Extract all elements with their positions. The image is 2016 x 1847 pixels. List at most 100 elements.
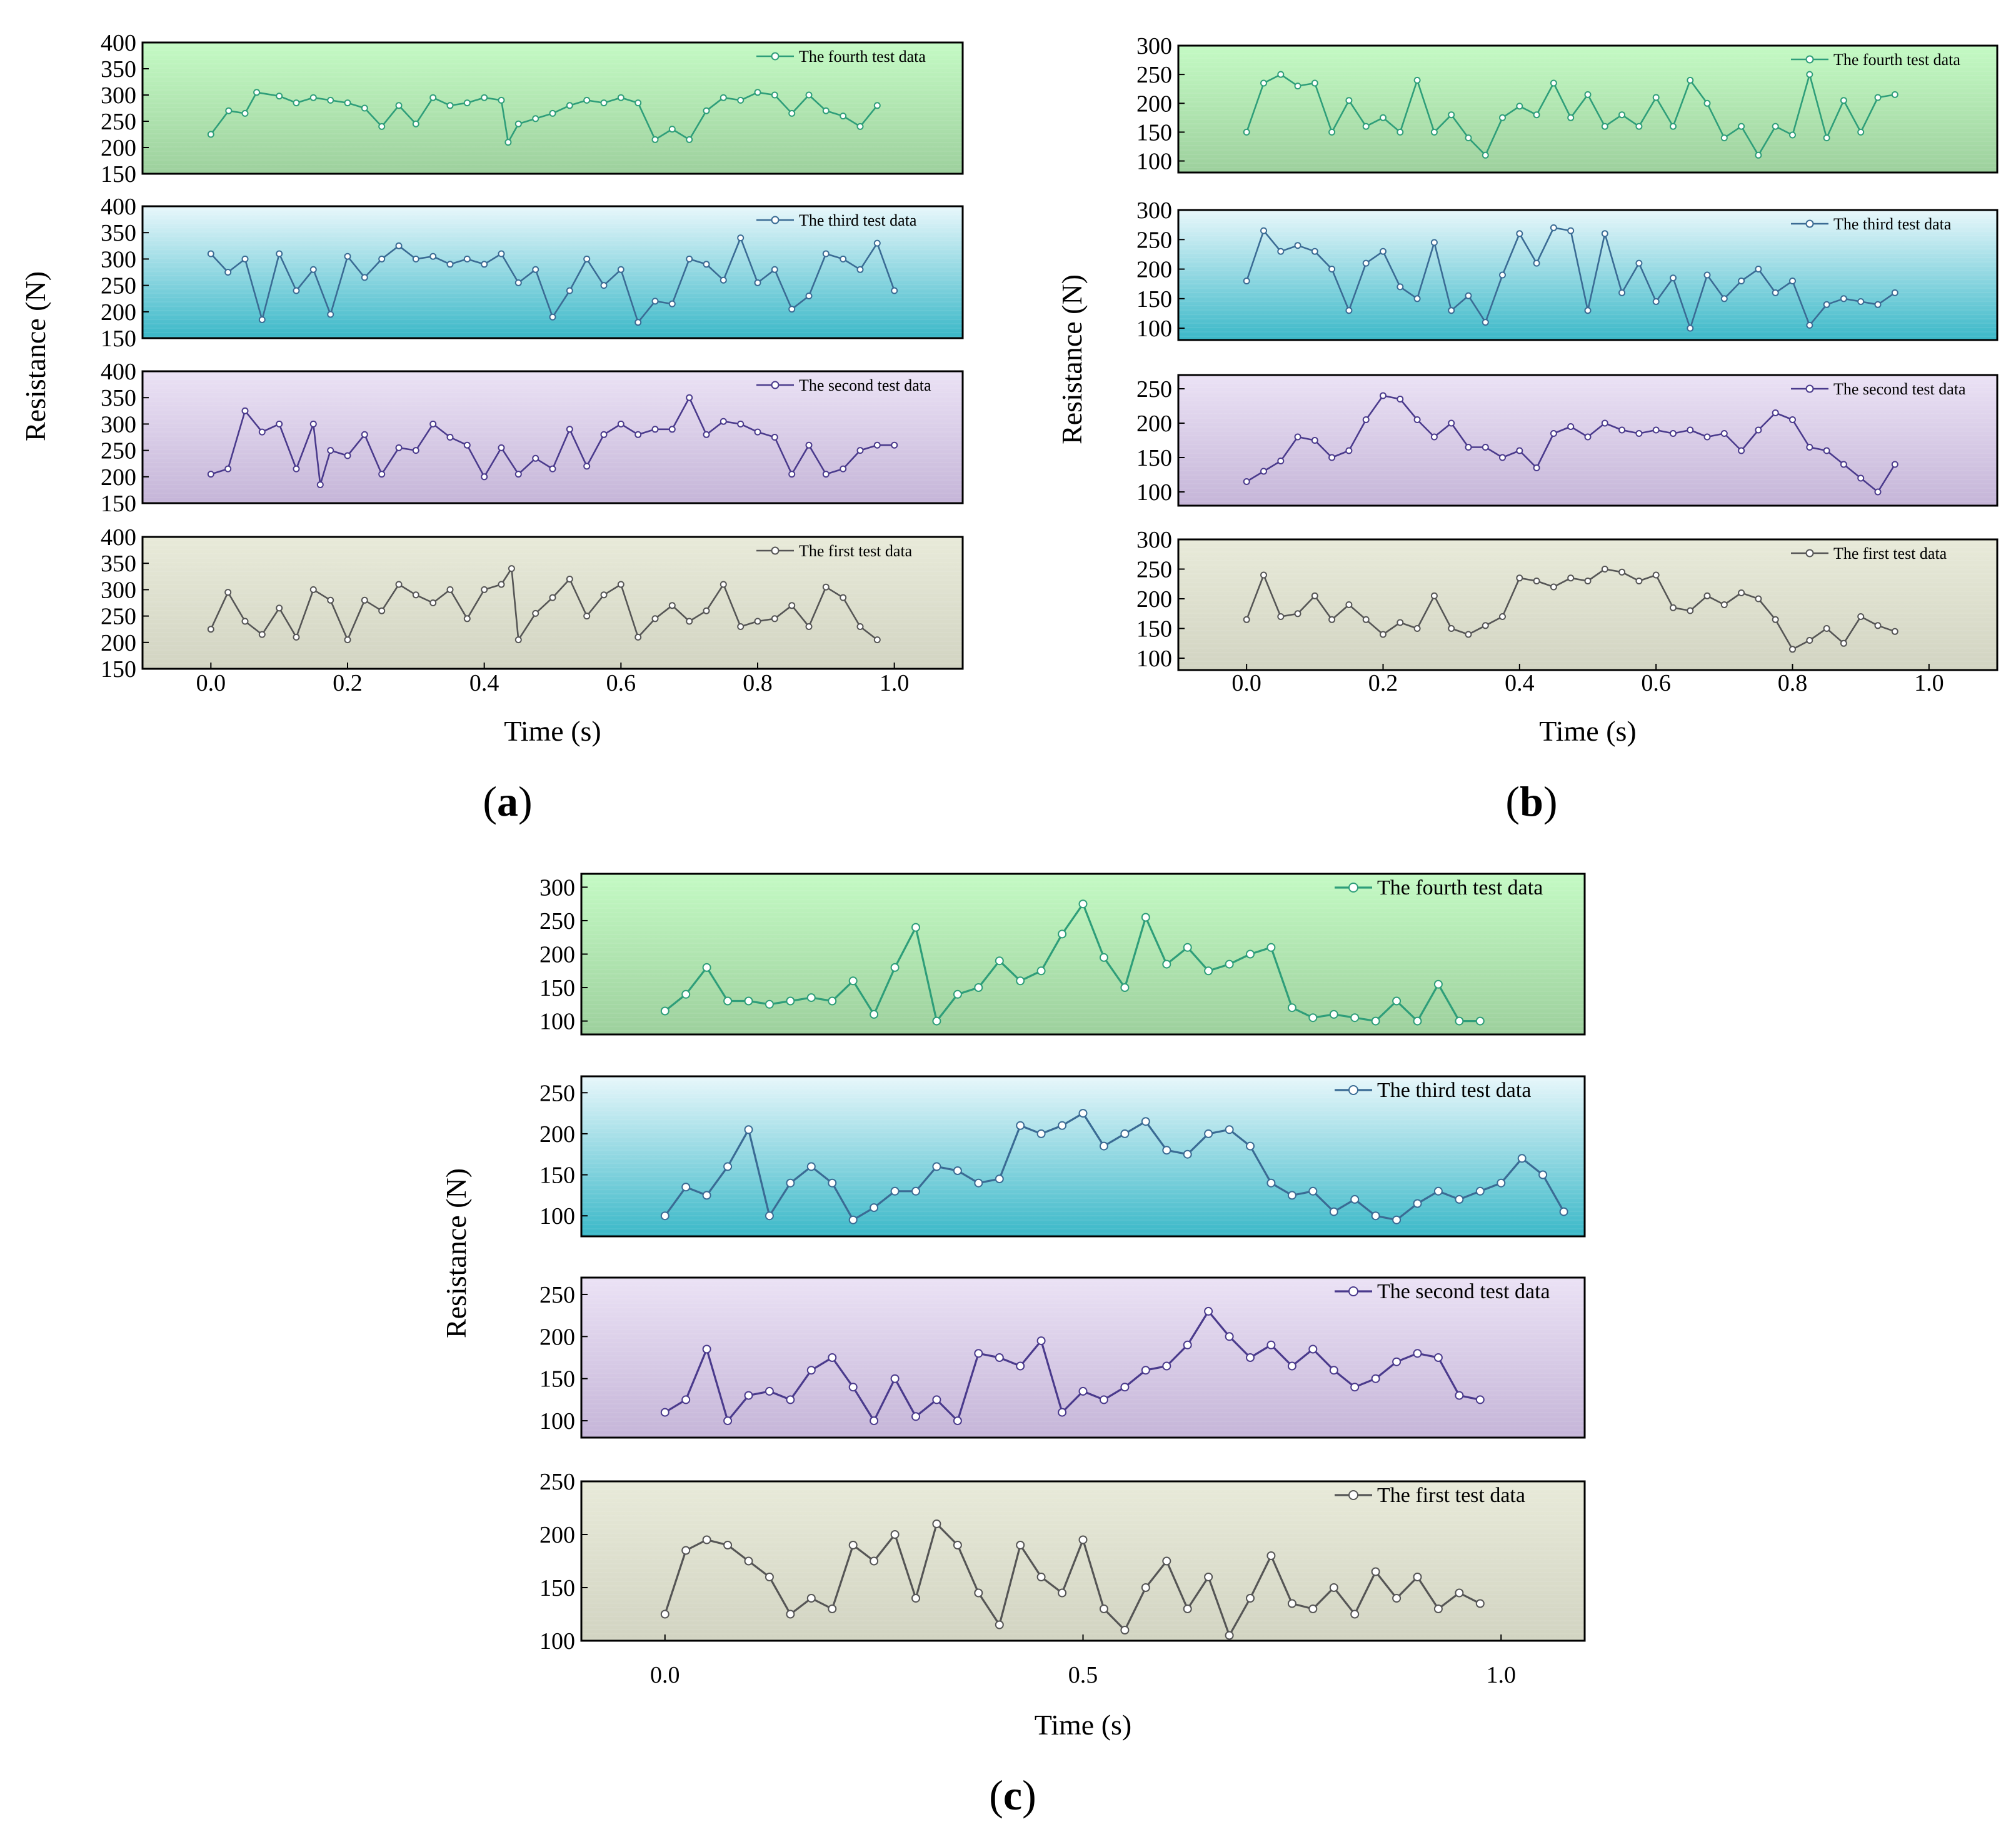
data-point	[498, 96, 505, 104]
y-tick-label: 150	[101, 161, 136, 188]
data-point	[1567, 423, 1575, 430]
data-point	[806, 993, 816, 1003]
data-point	[840, 255, 847, 263]
data-point	[765, 1573, 774, 1581]
data-point	[1499, 613, 1506, 620]
data-point	[1058, 1121, 1067, 1130]
data-point	[848, 976, 858, 986]
y-tick-label: 150	[539, 1163, 575, 1189]
data-point	[634, 99, 642, 107]
data-point	[660, 1408, 669, 1417]
data-point	[446, 434, 454, 441]
data-point	[1516, 447, 1523, 454]
data-point	[660, 1609, 669, 1619]
data-point	[309, 266, 317, 273]
data-point	[1806, 321, 1813, 329]
data-point	[600, 591, 608, 599]
data-point	[1277, 458, 1285, 464]
data-point	[583, 255, 591, 263]
data-point	[668, 300, 676, 308]
x-tick-label: 0.2	[1368, 670, 1398, 696]
data-point	[786, 1609, 795, 1619]
panel-label-paren: (	[1505, 778, 1520, 825]
data-point	[1120, 983, 1130, 992]
panel-c-3: 100 150 200 250 The second test data	[539, 1276, 1586, 1439]
data-point	[1036, 966, 1046, 976]
data-point	[703, 107, 710, 114]
data-point	[1755, 151, 1762, 159]
data-point	[634, 319, 642, 326]
data-point	[207, 250, 214, 258]
data-point	[737, 234, 745, 242]
data-point	[651, 136, 659, 143]
x-tick-label: 1.0	[1914, 670, 1944, 696]
data-point	[446, 586, 454, 593]
data-point	[1225, 1125, 1234, 1134]
data-point	[258, 428, 266, 436]
y-tick-label: 100	[1136, 149, 1172, 175]
data-point	[378, 607, 386, 614]
data-point	[1260, 571, 1267, 579]
data-point	[429, 420, 437, 428]
data-point	[1789, 131, 1796, 139]
data-point	[1099, 1395, 1108, 1404]
data-point	[1078, 899, 1088, 909]
data-point	[1016, 1541, 1025, 1549]
data-point	[1141, 1366, 1150, 1375]
y-tick-label: 400	[101, 30, 136, 56]
y-tick-label: 200	[101, 630, 136, 656]
data-point	[822, 107, 830, 114]
data-point	[1362, 416, 1370, 423]
data-point	[1720, 430, 1728, 437]
data-point	[660, 1211, 669, 1221]
data-point	[737, 420, 745, 428]
data-point	[1703, 99, 1711, 107]
data-point	[549, 465, 556, 473]
data-point	[1687, 76, 1694, 84]
data-point	[953, 1541, 962, 1549]
data-point	[583, 463, 591, 470]
legend-label: The first test data	[799, 542, 913, 560]
data-point	[686, 136, 693, 143]
data-point	[856, 266, 864, 273]
data-point	[1635, 123, 1643, 130]
series-line	[664, 1112, 1565, 1221]
data-point	[1703, 271, 1711, 279]
data-point	[723, 996, 733, 1006]
data-point	[412, 591, 419, 599]
series-line	[210, 396, 895, 486]
data-point	[974, 983, 983, 992]
y-tick-label: 300	[101, 246, 136, 273]
y-tick-label: 250	[539, 908, 575, 934]
data-point	[1738, 447, 1745, 454]
y-tick-label: 150	[539, 1575, 575, 1601]
data-point	[651, 615, 659, 623]
data-point	[481, 473, 488, 481]
y-tick-label: 350	[101, 56, 136, 83]
data-point	[429, 599, 437, 606]
plot-frame	[1177, 538, 1998, 671]
data-point	[1482, 151, 1489, 159]
y-tick-label: 100	[539, 1408, 575, 1434]
data-point	[1475, 1016, 1485, 1026]
y-tick-label: 200	[1136, 257, 1172, 283]
data-point	[1891, 289, 1898, 296]
data-point	[309, 420, 317, 428]
data-point	[1329, 1583, 1338, 1592]
data-point	[660, 1006, 669, 1016]
data-point	[953, 1166, 962, 1175]
data-point	[1308, 1344, 1318, 1354]
data-point	[1465, 631, 1472, 638]
data-point	[1141, 913, 1150, 922]
data-point	[1277, 248, 1285, 255]
data-point	[1246, 1141, 1255, 1151]
data-point	[617, 266, 624, 273]
data-point	[1840, 461, 1847, 468]
data-point	[1738, 589, 1745, 596]
data-point	[1058, 1588, 1067, 1598]
data-point	[1687, 324, 1694, 332]
panel-c-4: 100 150 200 250 The first test data	[539, 1469, 1586, 1654]
data-point	[828, 1178, 837, 1188]
plot-frame	[1177, 44, 1998, 174]
